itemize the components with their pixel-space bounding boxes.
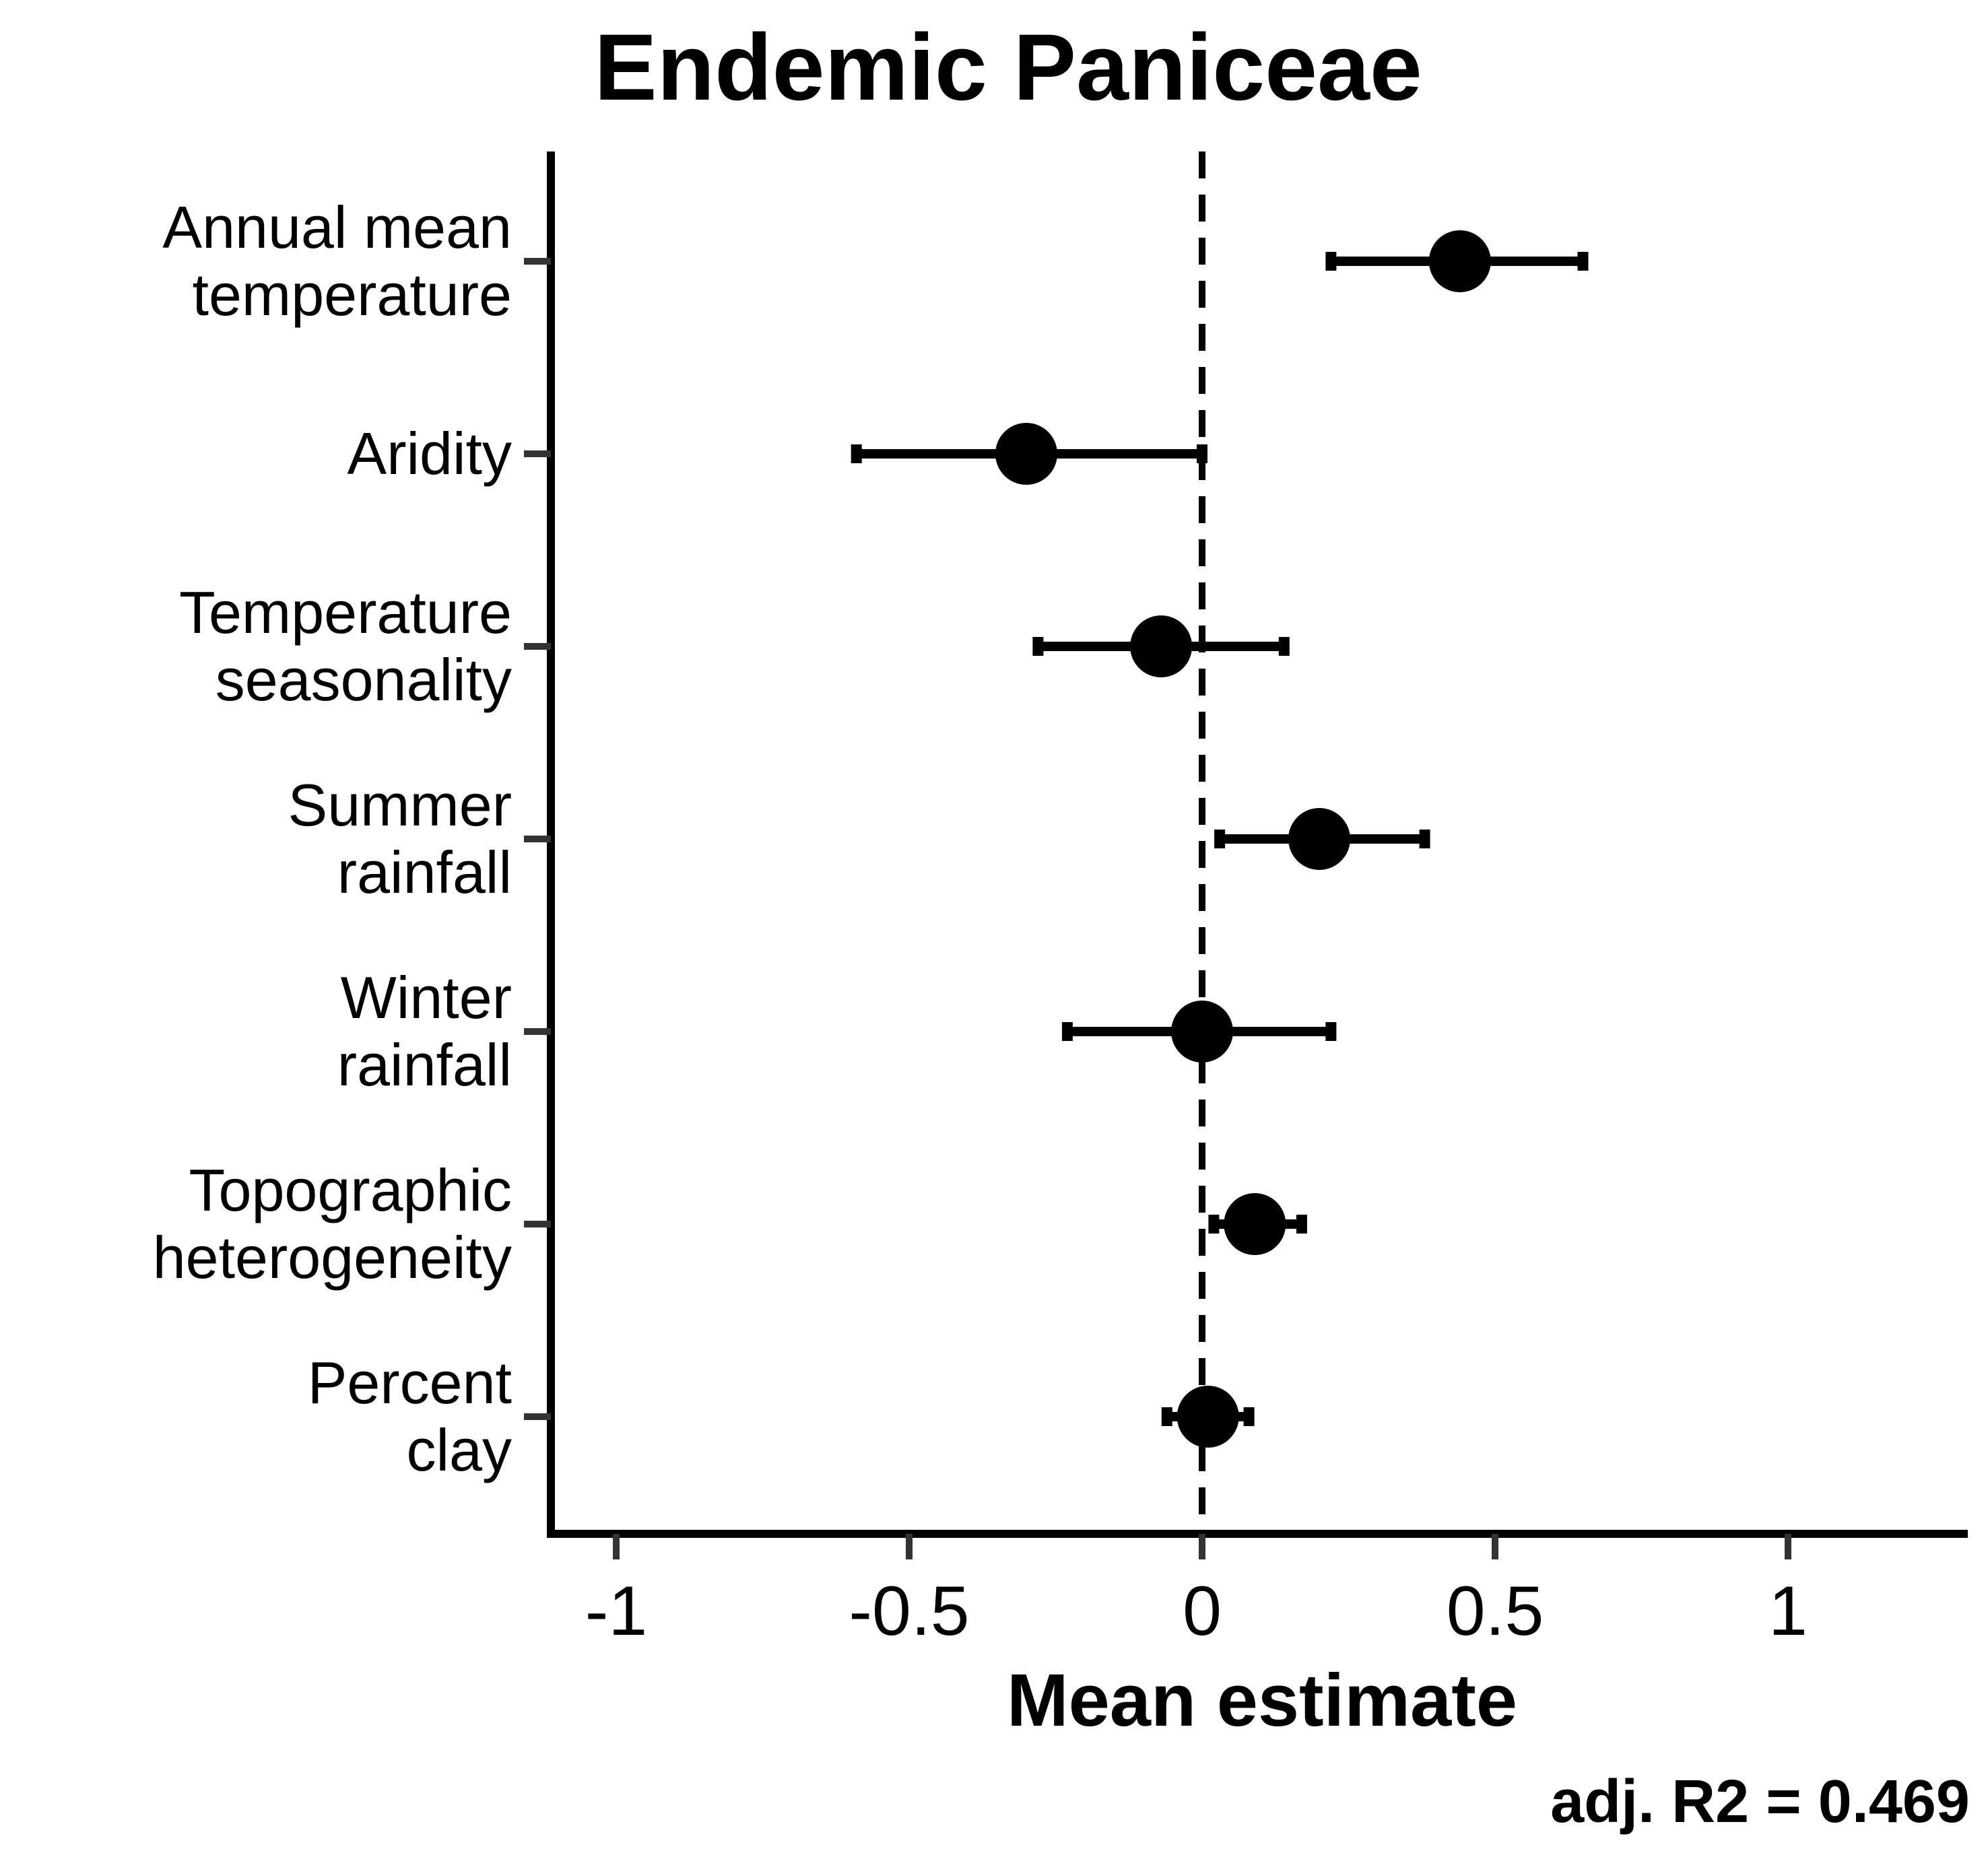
adj-r2-annotation: adj. R2 = 0.469	[1550, 1768, 1970, 1835]
x-tick-label: -1	[585, 1572, 647, 1650]
estimate-point	[995, 423, 1057, 485]
x-tick-label: -0.5	[849, 1572, 969, 1650]
estimate-point	[1428, 230, 1491, 292]
y-tick-label: heterogeneity	[153, 1224, 512, 1291]
y-tick-label: Temperature	[179, 579, 512, 646]
x-tick-label: 1	[1768, 1572, 1808, 1650]
x-axis-label: Mean estimate	[1007, 1659, 1517, 1742]
y-tick-label: clay	[407, 1417, 512, 1483]
y-tick-label: Winter	[341, 964, 512, 1031]
y-tick-label: temperature	[193, 261, 512, 328]
chart-title: Endemic Paniceae	[594, 14, 1422, 120]
y-tick-label: rainfall	[337, 1032, 512, 1098]
estimate-point	[1171, 1001, 1233, 1063]
estimate-point	[1177, 1386, 1239, 1448]
y-tick-label: Aridity	[347, 420, 512, 487]
y-tick-label: Annual mean	[162, 194, 512, 261]
y-tick-label: Topographic	[189, 1157, 512, 1223]
x-tick-label: 0	[1183, 1572, 1222, 1650]
estimate-point	[1130, 615, 1193, 677]
estimate-point	[1288, 808, 1350, 870]
y-tick-label: rainfall	[337, 839, 512, 906]
y-tick-label: Summer	[288, 772, 512, 838]
estimate-point	[1224, 1193, 1286, 1255]
y-tick-label: seasonality	[216, 646, 512, 713]
y-tick-label: Percent	[308, 1349, 512, 1416]
x-tick-label: 0.5	[1447, 1572, 1544, 1650]
